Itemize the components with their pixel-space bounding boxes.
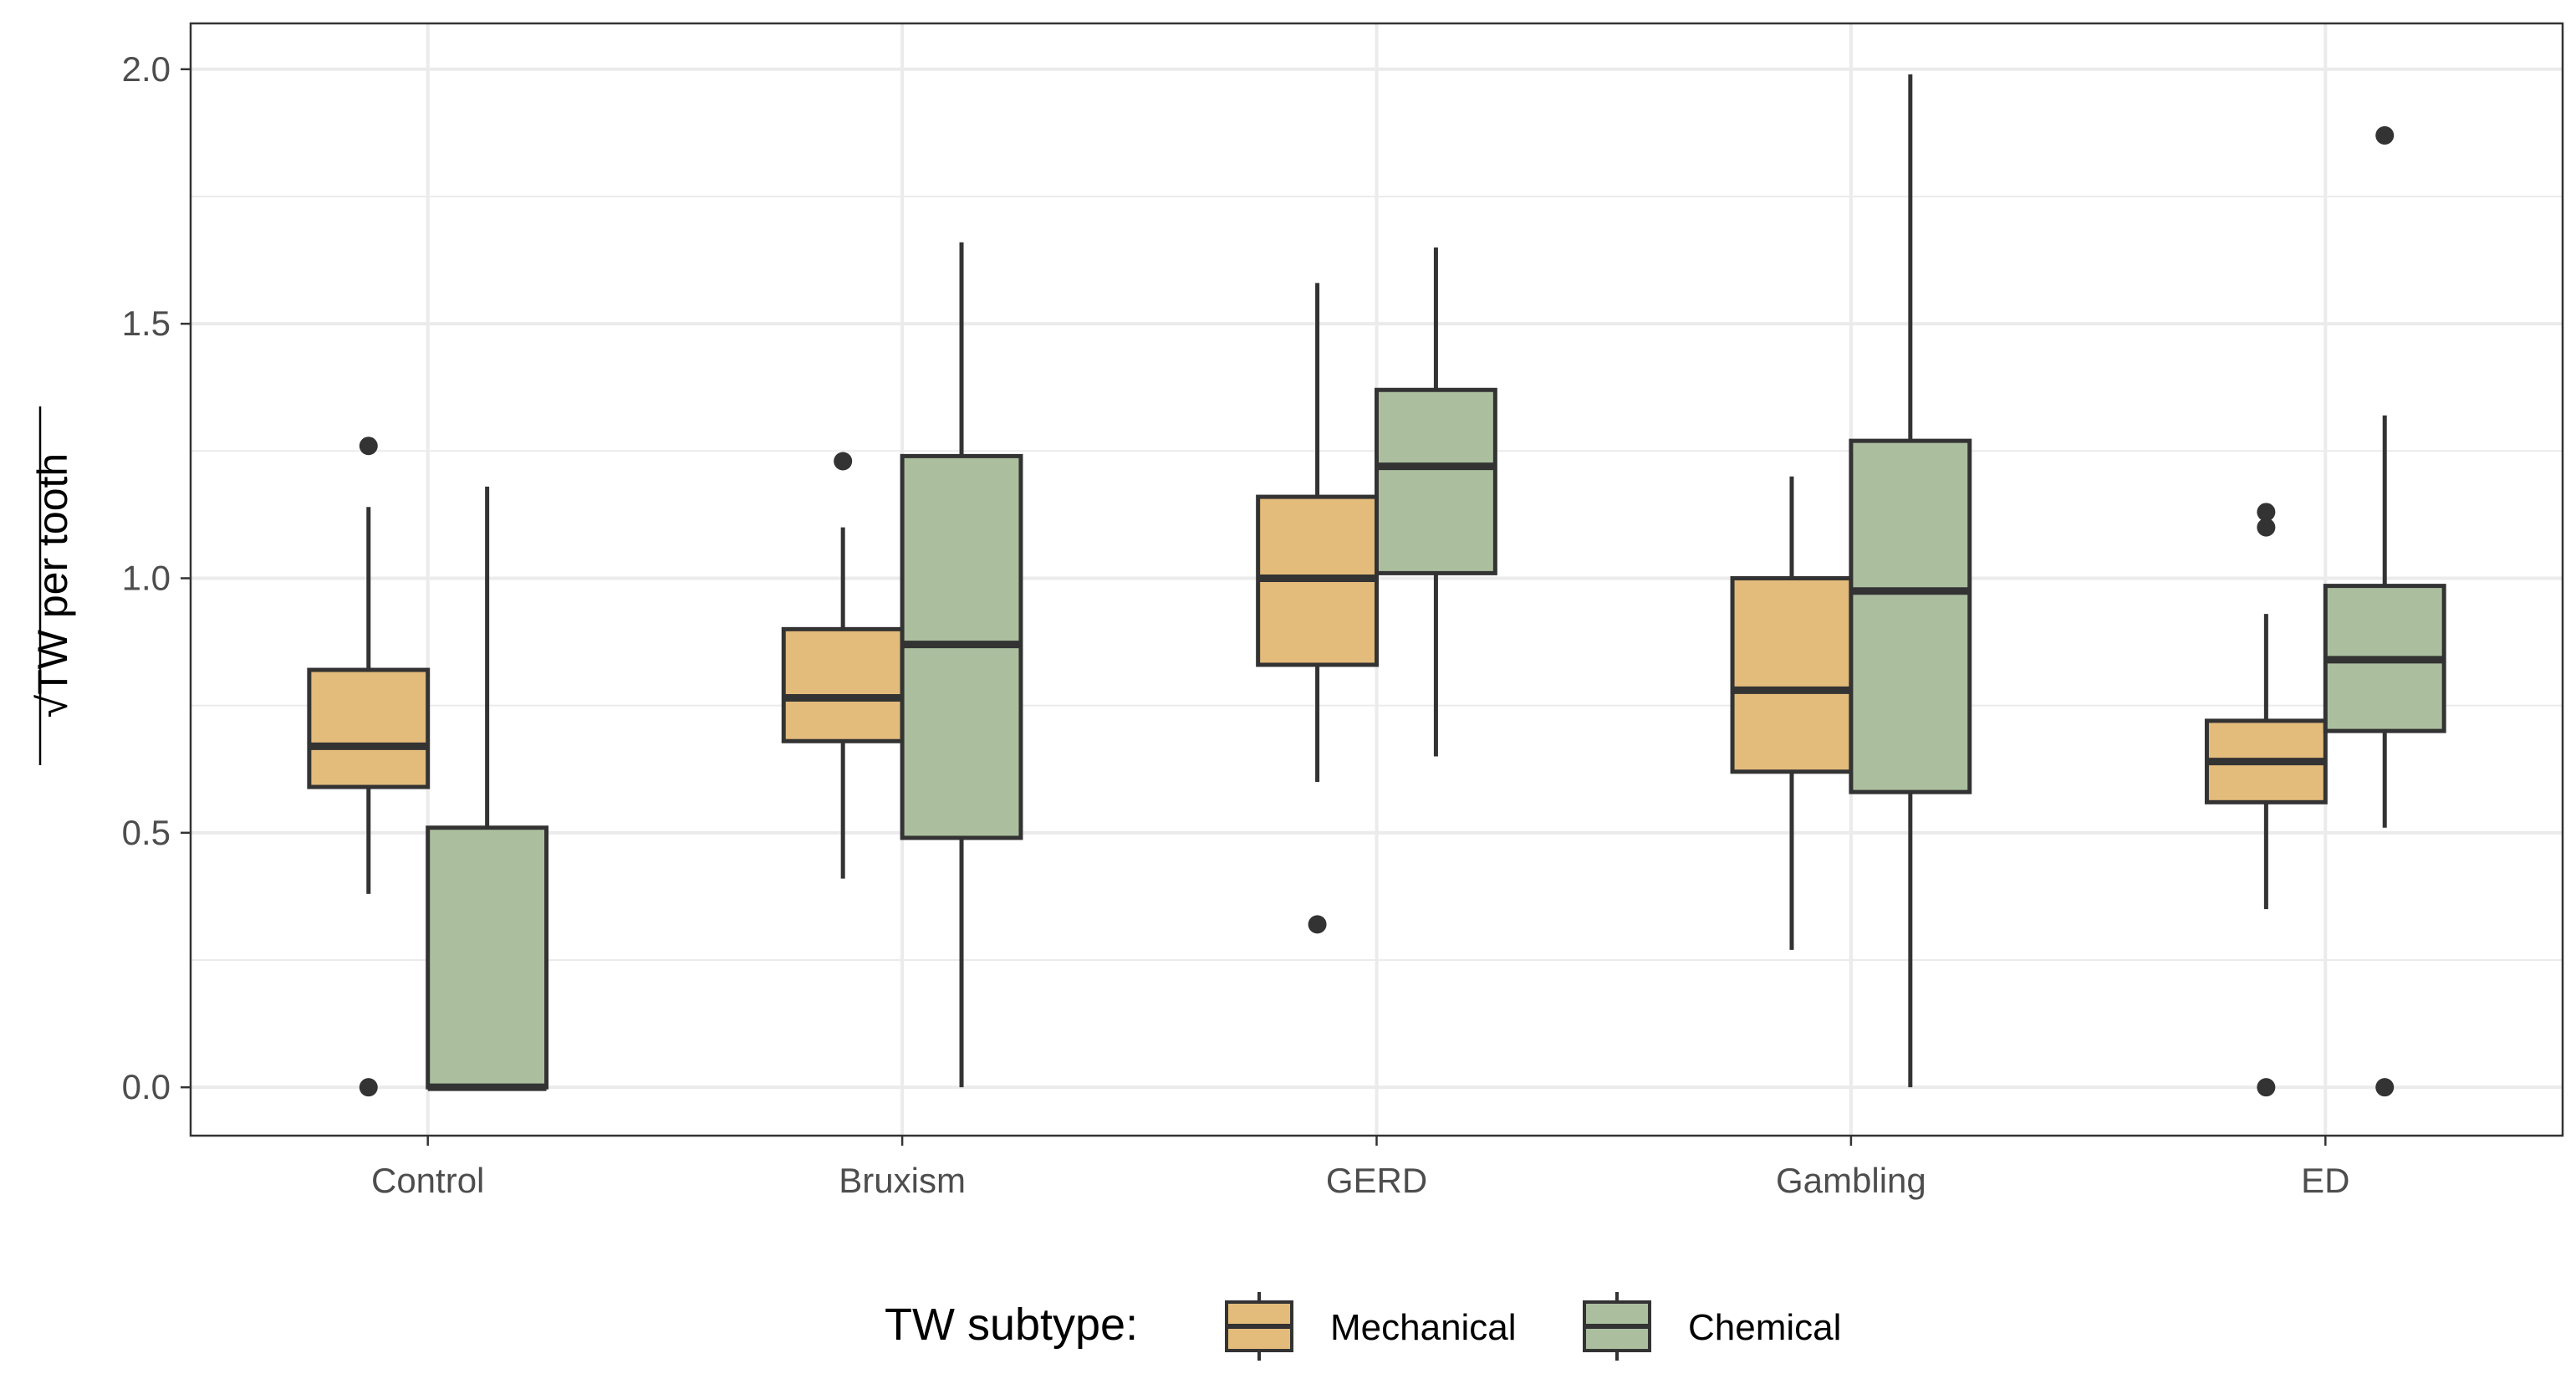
x-tick-label-gambling: Gambling — [1776, 1161, 1926, 1200]
box-body-mechanical-bruxism — [781, 626, 905, 743]
boxes-group — [307, 74, 2446, 1097]
outlier-mechanical-ed-1 — [2257, 518, 2276, 537]
outlier-mechanical-gerd-0 — [1308, 915, 1327, 934]
outlier-chemical-ed-0 — [2375, 125, 2395, 145]
box-body-mechanical-gambling — [1730, 575, 1854, 774]
y-tick-label-2: 1.0 — [122, 558, 171, 597]
y-tick-label-0: 0.0 — [122, 1067, 171, 1106]
box-mechanical-ed — [2204, 503, 2328, 1097]
box-mechanical-gerd — [1256, 283, 1380, 934]
box-body-mechanical-control — [307, 667, 431, 789]
x-tick-label-bruxism: Bruxism — [839, 1161, 966, 1200]
box-body-chemical-gerd — [1375, 387, 1497, 575]
legend-key-chemical — [1583, 1292, 1651, 1361]
box-chemical-control — [426, 486, 549, 1091]
box-mechanical-bruxism — [781, 452, 905, 879]
legend-label-chemical: Chemical — [1688, 1307, 1841, 1348]
x-tick-label-ed: ED — [2301, 1161, 2349, 1200]
x-tick-label-control: Control — [371, 1161, 484, 1200]
box-body-chemical-gambling — [1849, 438, 1972, 794]
x-axis: Control Bruxism GERD Gambling ED — [371, 1136, 2349, 1200]
legend-label-mechanical: Mechanical — [1330, 1307, 1517, 1348]
outlier-mechanical-control-1 — [359, 1078, 378, 1097]
outlier-mechanical-control-0 — [359, 437, 378, 456]
box-mechanical-gambling — [1730, 476, 1854, 950]
box-mechanical-control — [307, 437, 431, 1097]
y-axis-title-sqrt-symbol: √ — [29, 694, 76, 718]
y-axis-title: √TW per tooth — [29, 453, 76, 718]
y-tick-label-1: 0.5 — [122, 813, 171, 852]
y-tick-label-4: 2.0 — [122, 49, 171, 89]
outlier-mechanical-ed-2 — [2257, 1078, 2276, 1097]
box-chemical-gerd — [1375, 247, 1497, 757]
outlier-chemical-ed-1 — [2375, 1078, 2395, 1097]
box-chemical-ed — [2323, 125, 2446, 1097]
box-chemical-bruxism — [900, 242, 1023, 1088]
box-body-chemical-control — [426, 825, 549, 1090]
box-chemical-gambling — [1849, 74, 1972, 1088]
outlier-mechanical-bruxism-0 — [834, 452, 853, 471]
y-tick-label-3: 1.5 — [122, 304, 171, 343]
y-axis: 0.0 0.5 1.0 1.5 2.0 — [122, 49, 191, 1106]
outlier-mechanical-ed-0 — [2257, 503, 2276, 522]
x-tick-label-gerd: GERD — [1326, 1161, 1427, 1200]
legend-key-mechanical — [1225, 1292, 1293, 1361]
legend: TW subtype: Mechanical Chemical — [885, 1292, 1841, 1361]
y-axis-title-text: TW per tooth — [29, 453, 76, 695]
legend-title: TW subtype: — [885, 1300, 1138, 1350]
